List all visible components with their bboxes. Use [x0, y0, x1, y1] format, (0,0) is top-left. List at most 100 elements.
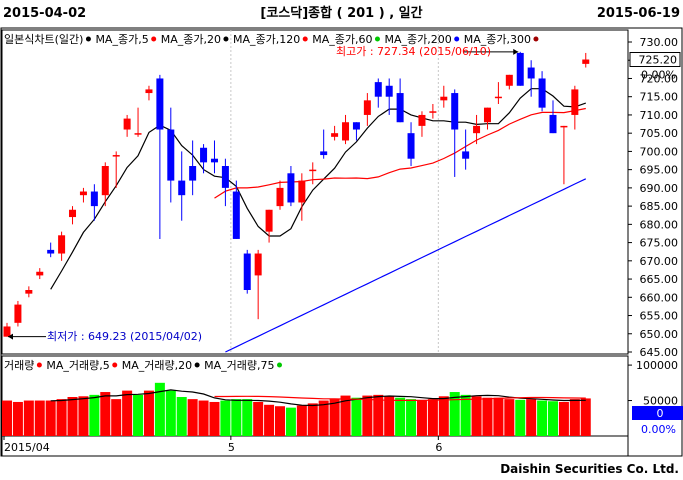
volume-legend-swatch: [36, 362, 42, 368]
volume-bar: [384, 396, 395, 436]
price-tick-label: 660.00: [640, 291, 679, 304]
volume-bar: [569, 399, 580, 436]
candle-body: [79, 191, 87, 196]
candle-body: [25, 290, 33, 294]
volume-bar: [122, 390, 133, 436]
volume-bar: [537, 400, 548, 436]
volume-bar: [34, 400, 45, 436]
volume-ma-5-line: [50, 389, 586, 407]
candle-body: [156, 78, 164, 130]
candle-body: [352, 122, 360, 130]
price-tick-label: 695.00: [640, 164, 679, 177]
candle-body: [69, 209, 77, 218]
candle-body: [200, 147, 208, 163]
volume-bar: [2, 400, 12, 436]
moving-averages: [50, 88, 587, 353]
candle-body: [451, 93, 459, 130]
candle-body: [90, 191, 98, 207]
candle-body: [549, 114, 557, 134]
volume-legend-label: MA_거래량,5: [46, 359, 109, 372]
price-legend-swatch: [85, 36, 91, 42]
candle-body: [494, 96, 502, 99]
volume-bar: [275, 406, 285, 436]
volume-bar: [23, 400, 34, 436]
volume-bar: [548, 401, 558, 436]
x-axis: 2015/04 5 6: [3, 436, 442, 454]
last-price-change: 0.00%: [641, 69, 676, 82]
candle-body: [276, 187, 284, 207]
price-tick-label: 680.00: [640, 218, 679, 231]
price-tick-label: 730.00: [640, 36, 679, 49]
volume-tick-label: 100000: [636, 359, 678, 372]
volume-bar: [373, 394, 384, 436]
volume-bar: [329, 399, 340, 436]
candle-body: [538, 78, 546, 108]
price-legend-label: MA_종가,120: [233, 33, 300, 46]
outer-frame: [0, 27, 683, 457]
end-date: 2015-06-19: [596, 6, 680, 21]
volume-bar: [406, 399, 417, 436]
candle-body: [167, 129, 175, 181]
volume-bar: [482, 397, 493, 436]
ma-5-line: [50, 88, 586, 290]
candle-body: [582, 59, 590, 64]
volume-bar: [416, 400, 427, 436]
price-legend-label: 일본식차트(일간): [4, 32, 83, 46]
volume-bar: [362, 395, 373, 436]
volume-bar: [165, 390, 176, 436]
candle-body: [265, 209, 273, 232]
candle-body: [320, 151, 328, 156]
candle-body: [342, 122, 350, 141]
candle-body: [145, 89, 153, 94]
price-tick-label: 715.00: [640, 91, 679, 104]
volume-bar: [187, 399, 198, 436]
candle-body: [374, 82, 382, 97]
volume-bar: [231, 399, 242, 436]
candle-body: [243, 253, 251, 290]
candle-body: [221, 166, 229, 188]
volume-bar: [493, 397, 504, 436]
price-legend-swatch: [374, 36, 380, 42]
volume-bar: [264, 404, 275, 436]
volume-bar: [133, 394, 144, 436]
volume-bar: [351, 397, 362, 436]
footer-company: Daishin Securities Co. Ltd.: [500, 462, 679, 476]
price-legend-swatch: [151, 36, 157, 42]
volume-bar: [45, 400, 56, 436]
volume-last-label: 0: [657, 407, 664, 420]
price-tick-label: 690.00: [640, 182, 679, 195]
volume-bar: [89, 394, 100, 436]
candle-body: [101, 166, 109, 196]
price-legend-label: MA_종가,60: [312, 33, 372, 46]
volume-bar: [198, 400, 209, 436]
volume-bar: [111, 399, 122, 436]
volume-bar: [296, 405, 307, 436]
volume-bar: [176, 397, 187, 436]
annotations: 최고가 : 727.34 (2015/06/10) 최저가 : 649.23 (2…: [8, 45, 519, 343]
price-legend-label: MA_종가,300: [464, 33, 531, 46]
volume-bar: [318, 400, 329, 436]
candle-body: [232, 191, 240, 239]
volume-bar: [471, 396, 482, 436]
volume-legend-label: MA_거래량,75: [204, 359, 274, 372]
volume-legend-swatch: [194, 362, 200, 368]
candle-body: [309, 169, 317, 172]
candle-body: [396, 93, 404, 123]
candle-body: [483, 107, 491, 123]
candle-body: [123, 118, 131, 130]
last-price-box: [629, 52, 681, 68]
price-legend-swatch: [223, 36, 229, 42]
volume-bar: [438, 396, 449, 436]
volume-bar: [395, 397, 406, 436]
candle-body: [47, 249, 55, 254]
volume-last-box: [632, 406, 683, 420]
price-legend-label: MA_종가,20: [161, 33, 221, 46]
price-tick-label: 720.00: [640, 72, 679, 85]
candle-body: [36, 271, 44, 276]
candle-body: [407, 133, 415, 159]
candle-body: [287, 173, 295, 203]
price-legend-label: MA_종가,200: [384, 33, 451, 46]
volume-last-change: 0.00%: [641, 423, 676, 436]
price-legend-swatch: [533, 36, 539, 42]
